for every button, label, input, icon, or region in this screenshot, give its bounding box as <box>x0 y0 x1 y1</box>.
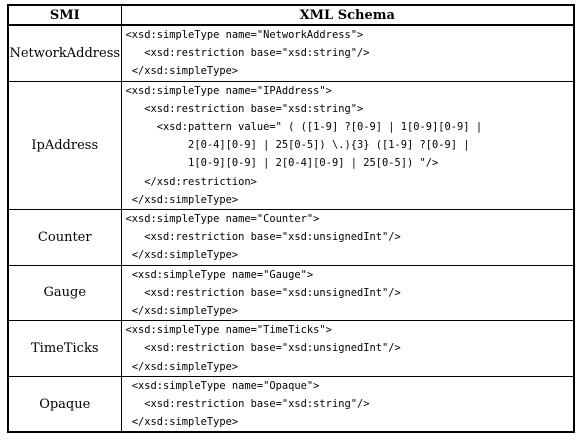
code-line: <xsd:restriction base="xsd:string"/> <box>125 398 370 411</box>
code-line: <xsd:restriction base="xsd:unsignedInt"/… <box>125 231 401 244</box>
code-line: </xsd:simpleType> <box>125 193 239 206</box>
code-line: <xsd:pattern value=" ( ([1-9] ?[0-9] | 1… <box>125 121 483 134</box>
table-row-gauge: Gauge <xsd:simpleType name="Gauge"> <xsd… <box>7 264 575 322</box>
code-line: <xsd:simpleType name="Opaque"> <box>125 379 320 392</box>
table-row-networkaddress: NetworkAddress <xsd:simpleType name="Net… <box>7 24 575 82</box>
code-line: 2[0-4][0-9] | 25[0-5]) \.){3} ([1-9] ?[0… <box>125 139 470 152</box>
table-row-opaque: Opaque <xsd:simpleType name="Opaque"> <x… <box>7 375 575 433</box>
header-row: SMI XML Schema <box>7 4 575 26</box>
table-row-counter: Counter <xsd:simpleType name="Counter"> … <box>7 209 575 266</box>
code-line: <xsd:restriction base="xsd:unsignedInt"/… <box>125 286 401 299</box>
smi-type-cell: NetworkAddress <box>7 24 122 82</box>
xml-schema-cell: <xsd:simpleType name="Gauge"> <xsd:restr… <box>120 264 575 322</box>
code-line: </xsd:simpleType> <box>125 249 239 262</box>
smi-type-cell: TimeTicks <box>7 320 122 377</box>
code-line: <xsd:restriction base="xsd:unsignedInt"/… <box>125 342 401 355</box>
xml-schema-cell: <xsd:simpleType name="IPAddress"> <xsd:r… <box>120 80 575 211</box>
smi-type-cell: Gauge <box>7 264 122 322</box>
code-line: <xsd:restriction base="xsd:string"/> <box>125 47 370 60</box>
code-line: </xsd:restriction> <box>125 175 257 188</box>
code-line: </xsd:simpleType> <box>125 305 239 318</box>
code-line: <xsd:simpleType name="IPAddress"> <box>125 84 332 97</box>
xml-schema-cell: <xsd:simpleType name="Counter"> <xsd:res… <box>120 209 575 266</box>
code-line: <xsd:simpleType name="Gauge"> <box>125 268 314 281</box>
code-line: <xsd:simpleType name="Counter"> <box>125 213 320 226</box>
smi-type-cell: Opaque <box>7 375 122 433</box>
smi-xml-schema-table: SMI XML Schema NetworkAddress <xsd:simpl… <box>7 4 575 434</box>
xml-schema-cell: <xsd:simpleType name="TimeTicks"> <xsd:r… <box>120 320 575 377</box>
code-line: 1[0-9][0-9] | 2[0-4][0-9] | 25[0-5]) "/> <box>125 157 439 170</box>
xml-schema-cell: <xsd:simpleType name="Opaque"> <xsd:rest… <box>120 375 575 433</box>
code-line: </xsd:simpleType> <box>125 360 239 373</box>
table-row-ipaddress: IpAddress <xsd:simpleType name="IPAddres… <box>7 80 575 211</box>
code-line: <xsd:restriction base="xsd:string"> <box>125 102 364 115</box>
smi-type-cell: Counter <box>7 209 122 266</box>
table-row-timeticks: TimeTicks <xsd:simpleType name="TimeTick… <box>7 320 575 377</box>
header-smi: SMI <box>7 4 122 26</box>
header-xml-schema: XML Schema <box>120 4 575 26</box>
code-line: <xsd:simpleType name="TimeTicks"> <box>125 324 332 337</box>
smi-type-cell: IpAddress <box>7 80 122 211</box>
code-line: <xsd:simpleType name="NetworkAddress"> <box>125 29 364 41</box>
xml-schema-cell: <xsd:simpleType name="NetworkAddress"> <… <box>120 24 575 82</box>
code-line: </xsd:simpleType> <box>125 416 239 429</box>
code-line: </xsd:simpleType> <box>125 65 239 78</box>
